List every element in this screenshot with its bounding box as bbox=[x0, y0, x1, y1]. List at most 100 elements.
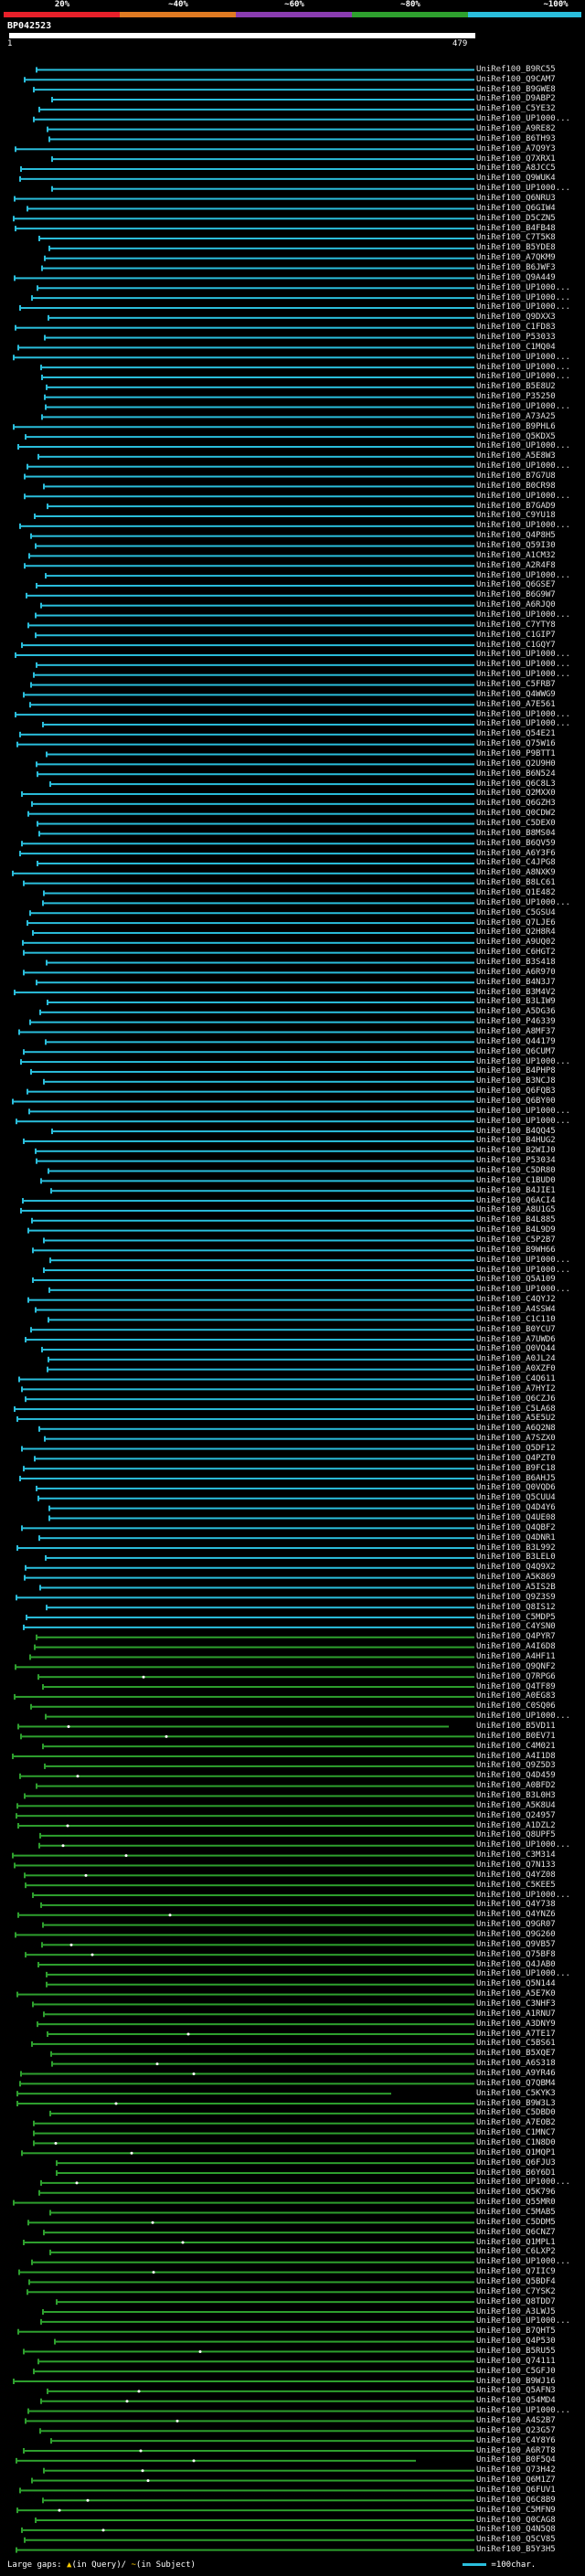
hit-label[interactable]: UniRef100_A9RE82 bbox=[476, 124, 556, 134]
hit-label[interactable]: UniRef100_Q54E21 bbox=[476, 729, 556, 739]
hit-label[interactable]: UniRef100_C6LXP2 bbox=[476, 2247, 556, 2257]
hit-label[interactable]: UniRef100_Q6NRU3 bbox=[476, 194, 556, 204]
hit-label[interactable]: UniRef100_Q4Q9X2 bbox=[476, 1563, 556, 1573]
hit-label[interactable]: UniRef100_Q6ACI4 bbox=[476, 1195, 556, 1205]
hit-label[interactable]: UniRef100_UP1000... bbox=[476, 1840, 570, 1850]
hit-label[interactable]: UniRef100_B0F5Q4 bbox=[476, 2455, 556, 2465]
hit-label[interactable]: UniRef100_Q0CAG8 bbox=[476, 2515, 556, 2525]
hit-label[interactable]: UniRef100_B7QHT5 bbox=[476, 2327, 556, 2337]
hit-label[interactable]: UniRef100_UP1000... bbox=[476, 610, 570, 620]
hit-label[interactable]: UniRef100_UP1000... bbox=[476, 1106, 570, 1116]
hit-label[interactable]: UniRef100_Q9WUK4 bbox=[476, 174, 556, 184]
hit-label[interactable]: UniRef100_C5MAB5 bbox=[476, 2207, 556, 2217]
hit-label[interactable]: UniRef100_Q44179 bbox=[476, 1036, 556, 1046]
hit-label[interactable]: UniRef100_P53034 bbox=[476, 1156, 556, 1166]
hit-label[interactable]: UniRef100_Q9VB57 bbox=[476, 1939, 556, 1949]
hit-label[interactable]: UniRef100_UP1000... bbox=[476, 719, 570, 729]
hit-label[interactable]: UniRef100_Q6FUV1 bbox=[476, 2485, 556, 2495]
hit-label[interactable]: UniRef100_C1BUD0 bbox=[476, 1175, 556, 1185]
hit-label[interactable]: UniRef100_UP1000... bbox=[476, 2316, 570, 2327]
hit-label[interactable]: UniRef100_C1N8D0 bbox=[476, 2137, 556, 2147]
hit-label[interactable]: UniRef100_C4QYJ2 bbox=[476, 1295, 556, 1305]
hit-label[interactable]: UniRef100_P46339 bbox=[476, 1017, 556, 1027]
hit-label[interactable]: UniRef100_Q5K796 bbox=[476, 2188, 556, 2198]
hit-label[interactable]: UniRef100_B4JIE1 bbox=[476, 1185, 556, 1195]
hit-label[interactable]: UniRef100_C5MDP5 bbox=[476, 1612, 556, 1622]
hit-label[interactable]: UniRef100_C1GQY7 bbox=[476, 640, 556, 650]
hit-label[interactable]: UniRef100_B9WJ16 bbox=[476, 2376, 556, 2386]
hit-label[interactable]: UniRef100_A3DNY9 bbox=[476, 2019, 556, 2029]
hit-label[interactable]: UniRef100_B6AHJ5 bbox=[476, 1473, 556, 1483]
hit-label[interactable]: UniRef100_B4L9D9 bbox=[476, 1225, 556, 1235]
hit-label[interactable]: UniRef100_UP1000... bbox=[476, 1969, 570, 1979]
hit-label[interactable]: UniRef100_C0SQ06 bbox=[476, 1701, 556, 1712]
hit-label[interactable]: UniRef100_Q1MPL1 bbox=[476, 2237, 556, 2247]
hit-label[interactable]: UniRef100_A5IS2B bbox=[476, 1582, 556, 1592]
hit-label[interactable]: UniRef100_UP1000... bbox=[476, 521, 570, 531]
hit-label[interactable]: UniRef100_A6S318 bbox=[476, 2059, 556, 2069]
hit-label[interactable]: UniRef100_Q73H42 bbox=[476, 2465, 556, 2475]
hit-label[interactable]: UniRef100_Q8IS12 bbox=[476, 1602, 556, 1612]
hit-label[interactable]: UniRef100_Q4UE08 bbox=[476, 1512, 556, 1522]
hit-label[interactable]: UniRef100_Q7N133 bbox=[476, 1860, 556, 1870]
hit-label[interactable]: UniRef100_C7YTY8 bbox=[476, 620, 556, 630]
hit-label[interactable]: UniRef100_UP1000... bbox=[476, 461, 570, 472]
hit-label[interactable]: UniRef100_C1MNC7 bbox=[476, 2128, 556, 2138]
hit-label[interactable]: UniRef100_C1FD83 bbox=[476, 323, 556, 333]
hit-label[interactable]: UniRef100_D9ABP2 bbox=[476, 94, 556, 104]
hit-label[interactable]: UniRef100_C1C110 bbox=[476, 1314, 556, 1324]
hit-label[interactable]: UniRef100_UP1000... bbox=[476, 352, 570, 362]
hit-label[interactable]: UniRef100_A5K869 bbox=[476, 1573, 556, 1583]
hit-label[interactable]: UniRef100_A4HF11 bbox=[476, 1651, 556, 1661]
hit-label[interactable]: UniRef100_Q6FQB3 bbox=[476, 1087, 556, 1097]
hit-label[interactable]: UniRef100_Q0VQ44 bbox=[476, 1344, 556, 1354]
hit-label[interactable]: UniRef100_UP1000... bbox=[476, 2257, 570, 2267]
hit-label[interactable]: UniRef100_A6R7T8 bbox=[476, 2445, 556, 2455]
hit-label[interactable]: UniRef100_Q59I30 bbox=[476, 541, 556, 551]
hit-label[interactable]: UniRef100_UP1000... bbox=[476, 282, 570, 292]
hit-label[interactable]: UniRef100_C5MFN9 bbox=[476, 2505, 556, 2515]
hit-label[interactable]: UniRef100_B7GAD9 bbox=[476, 501, 556, 511]
hit-label[interactable]: UniRef100_B9FC18 bbox=[476, 1463, 556, 1473]
hit-label[interactable]: UniRef100_C5GFJ0 bbox=[476, 2366, 556, 2376]
hit-label[interactable]: UniRef100_UP1000... bbox=[476, 670, 570, 680]
hit-label[interactable]: UniRef100_B4PHP8 bbox=[476, 1066, 556, 1076]
hit-label[interactable]: UniRef100_A4S2B7 bbox=[476, 2415, 556, 2425]
hit-label[interactable]: UniRef100_A7UWD6 bbox=[476, 1334, 556, 1344]
hit-label[interactable]: UniRef100_A4I1D8 bbox=[476, 1751, 556, 1761]
hit-label[interactable]: UniRef100_A7HYI2 bbox=[476, 1383, 556, 1394]
hit-label[interactable]: UniRef100_A7EOB2 bbox=[476, 2118, 556, 2128]
hit-label[interactable]: UniRef100_Q9G260 bbox=[476, 1929, 556, 1939]
hit-label[interactable]: UniRef100_Q4YNZ6 bbox=[476, 1910, 556, 1920]
hit-label[interactable]: UniRef100_P53033 bbox=[476, 333, 556, 343]
hit-label[interactable]: UniRef100_Q6BY00 bbox=[476, 1097, 556, 1106]
hit-label[interactable]: UniRef100_UP1000... bbox=[476, 660, 570, 670]
hit-label[interactable]: UniRef100_A0XZF0 bbox=[476, 1364, 556, 1374]
hit-label[interactable]: UniRef100_Q6C8B9 bbox=[476, 2495, 556, 2505]
hit-label[interactable]: UniRef100_C5LA68 bbox=[476, 1404, 556, 1414]
hit-label[interactable]: UniRef100_UP1000... bbox=[476, 897, 570, 907]
hit-label[interactable]: UniRef100_C4M021 bbox=[476, 1741, 556, 1751]
hit-label[interactable]: UniRef100_C5YE32 bbox=[476, 104, 556, 114]
hit-label[interactable]: UniRef100_A5E5U2 bbox=[476, 1414, 556, 1424]
hit-label[interactable]: UniRef100_B6QV59 bbox=[476, 838, 556, 848]
hit-label[interactable]: UniRef100_B6JWF3 bbox=[476, 263, 556, 273]
hit-label[interactable]: UniRef100_Q5CV85 bbox=[476, 2535, 556, 2545]
hit-label[interactable]: UniRef100_Q7IIC9 bbox=[476, 2267, 556, 2277]
hit-label[interactable]: UniRef100_A4I6D8 bbox=[476, 1642, 556, 1652]
hit-label[interactable]: UniRef100_C5DR80 bbox=[476, 1166, 556, 1175]
hit-label[interactable]: UniRef100_Q9Z5D3 bbox=[476, 1761, 556, 1771]
hit-label[interactable]: UniRef100_Q6GZH3 bbox=[476, 799, 556, 809]
hit-label[interactable]: UniRef100_B3M4V2 bbox=[476, 987, 556, 997]
hit-label[interactable]: UniRef100_C4Y8Y6 bbox=[476, 2435, 556, 2445]
hit-label[interactable]: UniRef100_A0BFD2 bbox=[476, 1781, 556, 1791]
hit-label[interactable]: UniRef100_Q4Y738 bbox=[476, 1900, 556, 1910]
hit-label[interactable]: UniRef100_C6HGT2 bbox=[476, 948, 556, 958]
hit-label[interactable]: UniRef100_UP1000... bbox=[476, 292, 570, 302]
hit-label[interactable]: UniRef100_B4FB48 bbox=[476, 223, 556, 233]
hit-label[interactable]: UniRef100_Q7XRX1 bbox=[476, 154, 556, 164]
hit-label[interactable]: UniRef100_C3NHF3 bbox=[476, 1998, 556, 2009]
hit-label[interactable]: UniRef100_A9YR46 bbox=[476, 2068, 556, 2078]
hit-label[interactable]: UniRef100_C5BS61 bbox=[476, 2039, 556, 2049]
hit-label[interactable]: UniRef100_UP1000... bbox=[476, 402, 570, 412]
